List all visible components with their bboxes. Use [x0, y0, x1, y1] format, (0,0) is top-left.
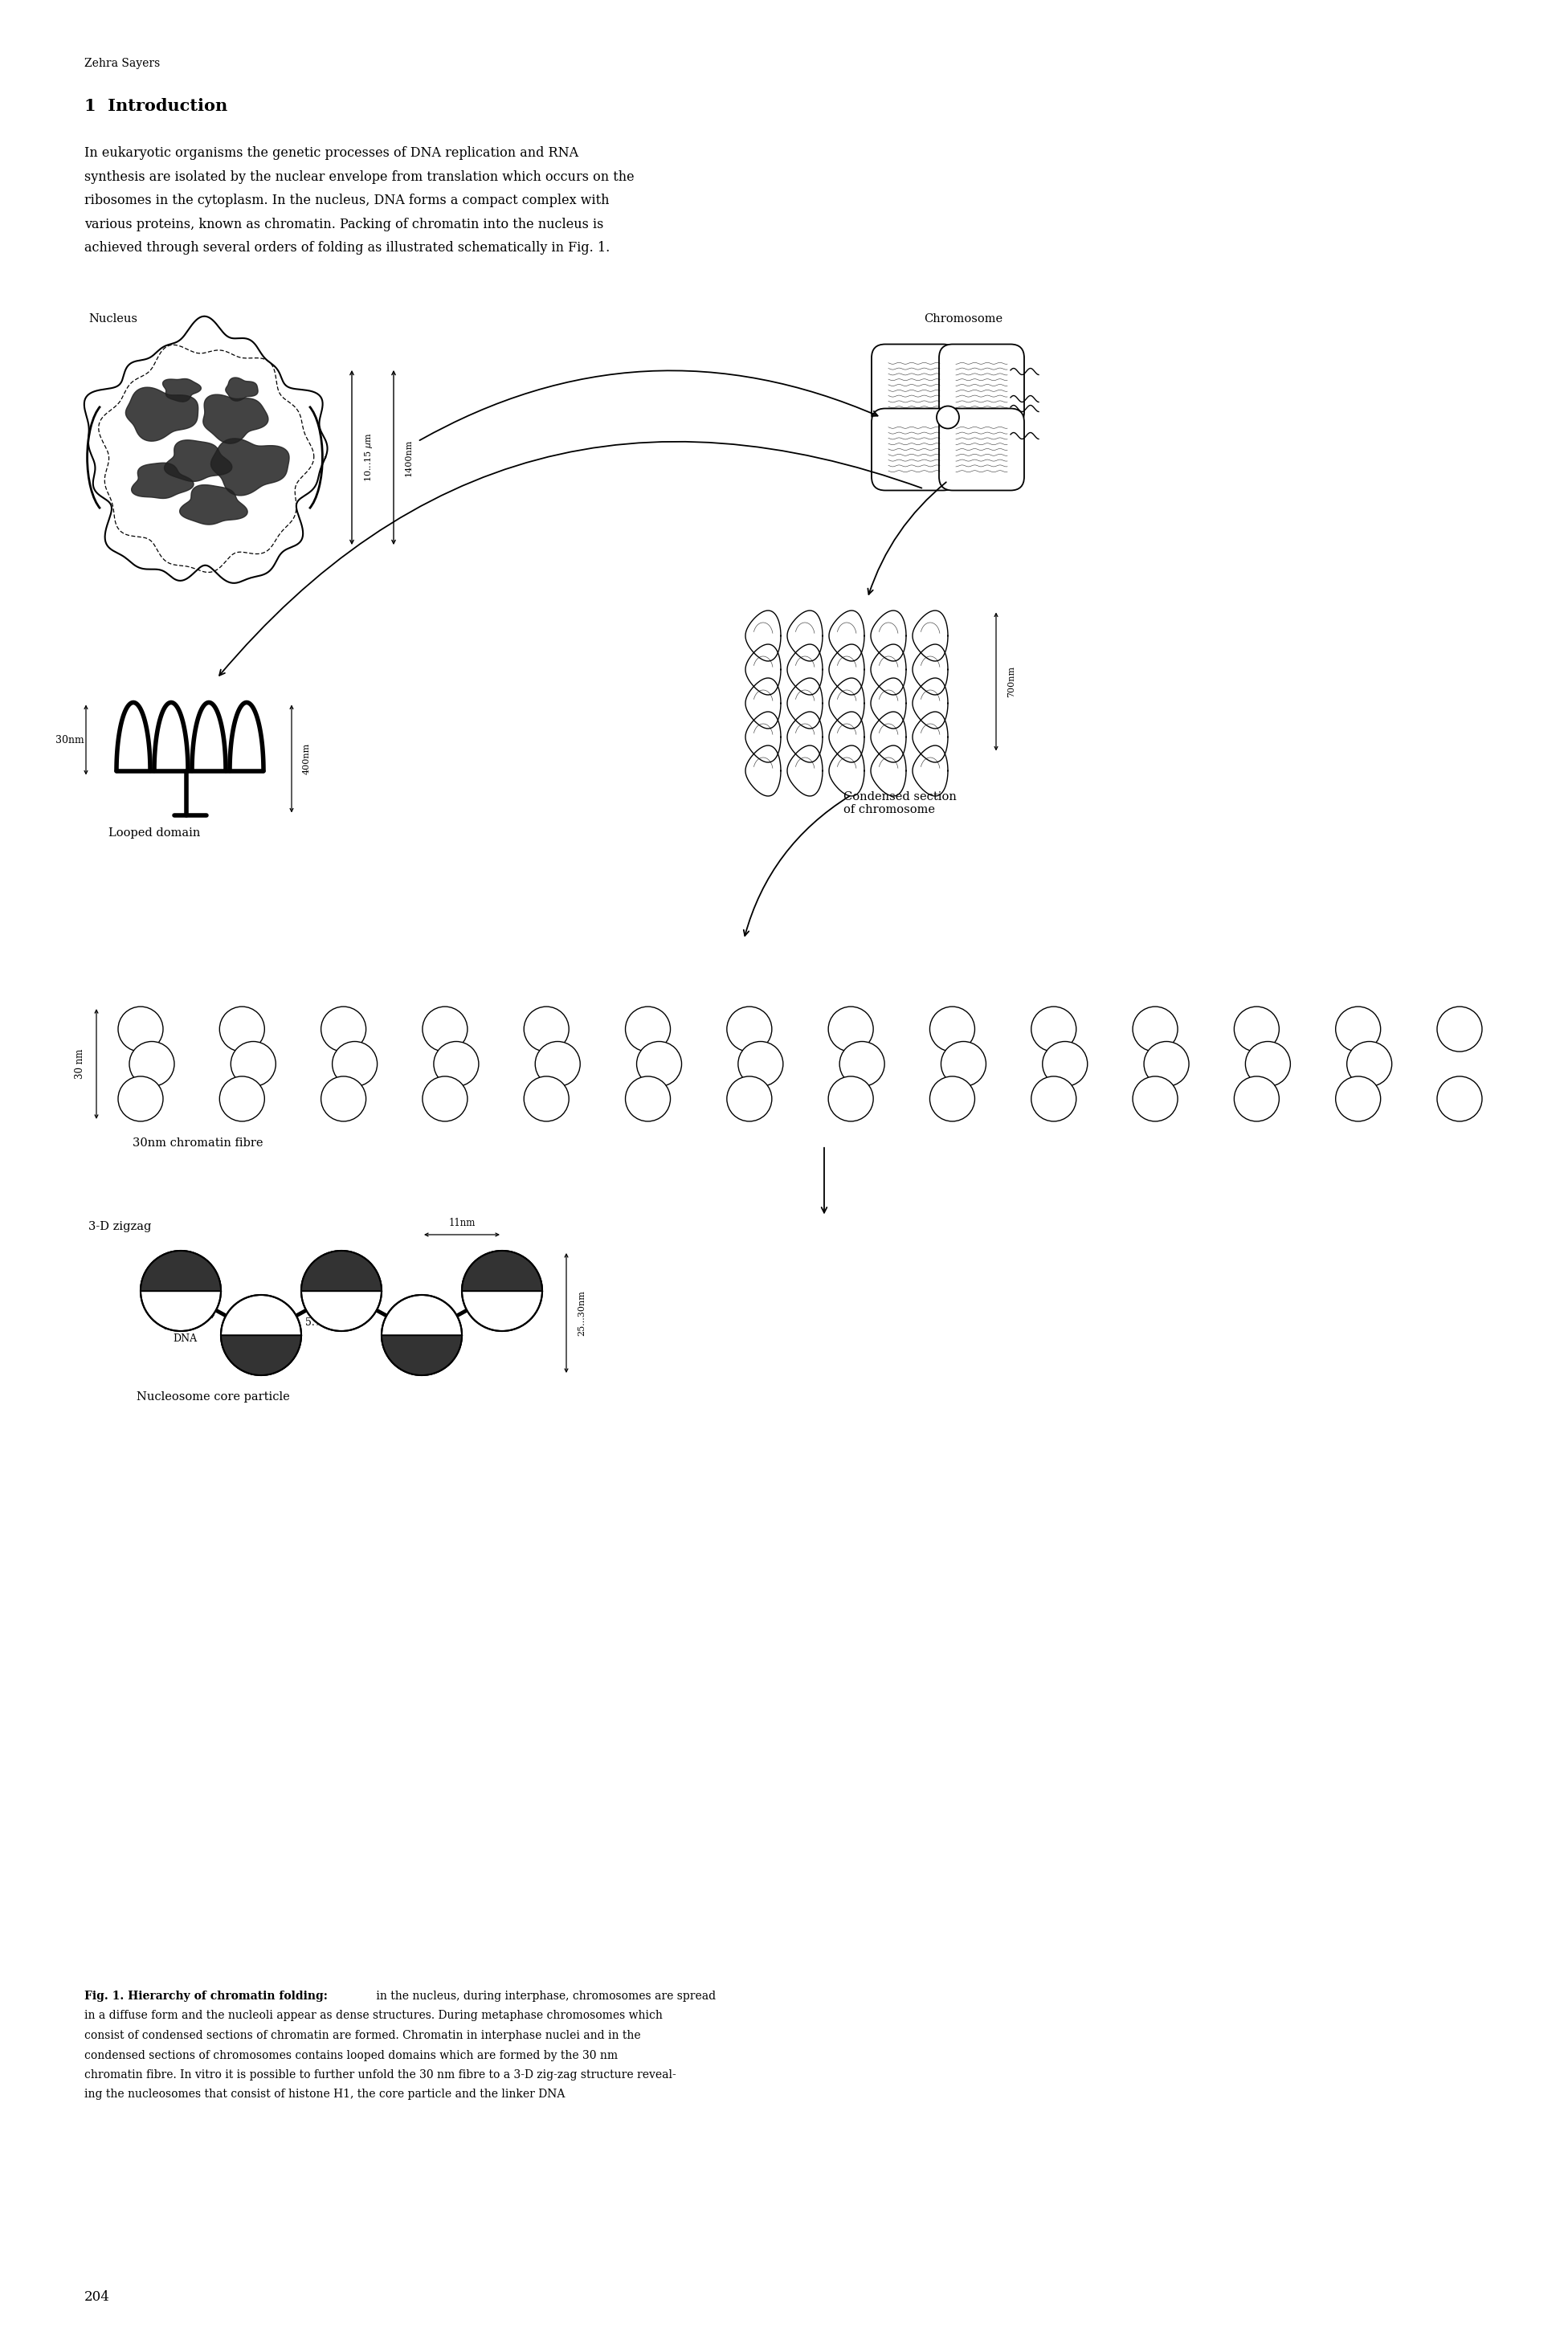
Polygon shape: [180, 484, 248, 524]
Ellipse shape: [936, 407, 960, 428]
Text: in a diffuse form and the nucleoli appear as dense structures. During metaphase : in a diffuse form and the nucleoli appea…: [85, 2010, 663, 2022]
Text: 400nm: 400nm: [303, 742, 310, 775]
Circle shape: [220, 1006, 265, 1051]
Text: Condensed section
of chromosome: Condensed section of chromosome: [844, 791, 956, 814]
Circle shape: [930, 1076, 975, 1121]
Polygon shape: [226, 377, 259, 400]
Text: 3-D zigzag: 3-D zigzag: [88, 1221, 152, 1231]
Circle shape: [1043, 1041, 1088, 1086]
Text: 1  Introduction: 1 Introduction: [85, 98, 227, 115]
Text: condensed sections of chromosomes contains looped domains which are formed by th: condensed sections of chromosomes contai…: [85, 2050, 618, 2062]
Circle shape: [1234, 1076, 1279, 1121]
Text: chromatin fibre. In vitro it is possible to further unfold the 30 nm fibre to a : chromatin fibre. In vitro it is possible…: [85, 2069, 676, 2080]
Circle shape: [1032, 1076, 1076, 1121]
Circle shape: [321, 1076, 365, 1121]
Polygon shape: [210, 438, 289, 496]
Polygon shape: [204, 395, 268, 445]
Text: 5.7nm↓: 5.7nm↓: [306, 1317, 345, 1327]
Text: Zehra Sayers: Zehra Sayers: [85, 59, 160, 70]
Circle shape: [828, 1006, 873, 1051]
Text: In eukaryotic organisms the genetic processes of DNA replication and RNA: In eukaryotic organisms the genetic proc…: [85, 145, 579, 159]
Text: in the nucleus, during interphase, chromosomes are spread: in the nucleus, during interphase, chrom…: [373, 1991, 715, 2001]
Circle shape: [941, 1041, 986, 1086]
Circle shape: [1436, 1076, 1482, 1121]
Circle shape: [535, 1041, 580, 1086]
Text: 30nm: 30nm: [55, 735, 85, 744]
Circle shape: [321, 1006, 365, 1051]
Circle shape: [1132, 1076, 1178, 1121]
Circle shape: [1245, 1041, 1290, 1086]
Text: consist of condensed sections of chromatin are formed. Chromatin in interphase n: consist of condensed sections of chromat…: [85, 2029, 641, 2040]
Text: ribosomes in the cytoplasm. In the nucleus, DNA forms a compact complex with: ribosomes in the cytoplasm. In the nucle…: [85, 194, 610, 208]
Text: 30nm chromatin fibre: 30nm chromatin fibre: [133, 1137, 263, 1149]
Circle shape: [626, 1076, 671, 1121]
Circle shape: [221, 1294, 301, 1376]
Polygon shape: [165, 440, 232, 482]
Text: Linker
DNA: Linker DNA: [163, 1322, 198, 1343]
Polygon shape: [125, 388, 198, 442]
Circle shape: [1347, 1041, 1392, 1086]
Circle shape: [1234, 1006, 1279, 1051]
Circle shape: [626, 1006, 671, 1051]
Circle shape: [434, 1041, 478, 1086]
Circle shape: [930, 1006, 975, 1051]
Circle shape: [728, 1076, 771, 1121]
Circle shape: [637, 1041, 682, 1086]
Text: 25...30nm: 25...30nm: [577, 1289, 585, 1336]
Wedge shape: [463, 1252, 543, 1292]
Text: various proteins, known as chromatin. Packing of chromatin into the nucleus is: various proteins, known as chromatin. Pa…: [85, 218, 604, 232]
Text: achieved through several orders of folding as illustrated schematically in Fig. : achieved through several orders of foldi…: [85, 241, 610, 255]
Text: 204: 204: [85, 2291, 110, 2305]
Text: Nucleosome core particle: Nucleosome core particle: [136, 1392, 290, 1402]
Text: 1400nm: 1400nm: [405, 440, 412, 475]
Text: 10...15 $\mu$m: 10...15 $\mu$m: [364, 433, 375, 482]
FancyBboxPatch shape: [939, 410, 1024, 491]
Circle shape: [1132, 1006, 1178, 1051]
Circle shape: [118, 1006, 163, 1051]
Wedge shape: [381, 1336, 463, 1376]
Circle shape: [381, 1294, 463, 1376]
FancyBboxPatch shape: [939, 344, 1024, 426]
Text: 11nm: 11nm: [448, 1217, 475, 1228]
Wedge shape: [301, 1252, 381, 1292]
Circle shape: [332, 1041, 378, 1086]
Text: Fig. 1. Hierarchy of chromatin folding:: Fig. 1. Hierarchy of chromatin folding:: [85, 1991, 328, 2001]
Circle shape: [1336, 1076, 1380, 1121]
Text: 30 nm: 30 nm: [75, 1048, 85, 1079]
FancyBboxPatch shape: [872, 410, 956, 491]
Circle shape: [141, 1252, 221, 1331]
Text: Nucleus: Nucleus: [88, 314, 138, 325]
Circle shape: [728, 1006, 771, 1051]
Circle shape: [422, 1006, 467, 1051]
Text: ing the nucleosomes that consist of histone H1, the core particle and the linker: ing the nucleosomes that consist of hist…: [85, 2090, 564, 2101]
Circle shape: [220, 1076, 265, 1121]
FancyBboxPatch shape: [872, 344, 956, 426]
Text: Chromosome: Chromosome: [924, 314, 1002, 325]
Circle shape: [524, 1006, 569, 1051]
Circle shape: [828, 1076, 873, 1121]
Circle shape: [422, 1076, 467, 1121]
Text: Looped domain: Looped domain: [108, 826, 201, 838]
Text: 700nm: 700nm: [1007, 667, 1016, 697]
Circle shape: [301, 1252, 381, 1331]
Circle shape: [839, 1041, 884, 1086]
Circle shape: [1032, 1006, 1076, 1051]
Wedge shape: [221, 1336, 301, 1376]
Circle shape: [524, 1076, 569, 1121]
Wedge shape: [141, 1252, 221, 1292]
Circle shape: [739, 1041, 782, 1086]
Circle shape: [1436, 1006, 1482, 1051]
Circle shape: [1336, 1006, 1380, 1051]
Text: synthesis are isolated by the nuclear envelope from translation which occurs on : synthesis are isolated by the nuclear en…: [85, 171, 635, 183]
Polygon shape: [163, 379, 201, 402]
Circle shape: [129, 1041, 174, 1086]
Polygon shape: [132, 463, 193, 498]
Circle shape: [230, 1041, 276, 1086]
Circle shape: [463, 1252, 543, 1331]
Circle shape: [1145, 1041, 1189, 1086]
Circle shape: [118, 1076, 163, 1121]
